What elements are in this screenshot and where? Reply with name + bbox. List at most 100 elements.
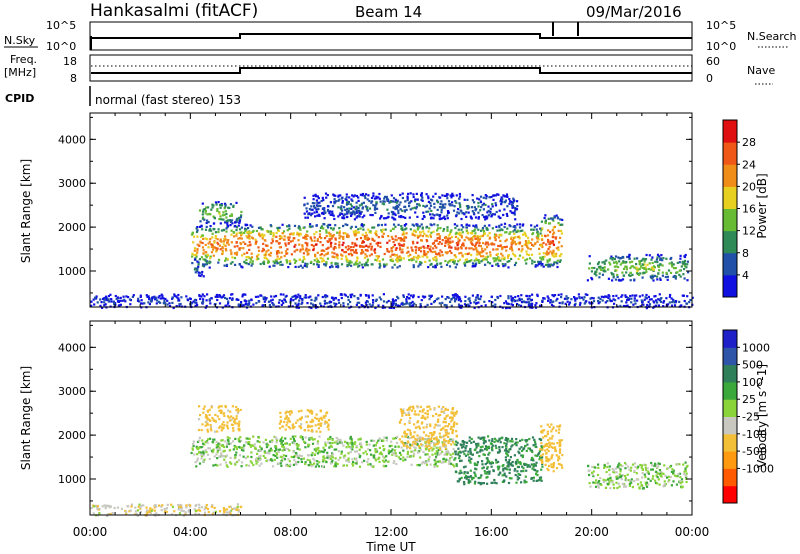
echo-cell bbox=[547, 259, 551, 262]
echo-cell bbox=[213, 455, 216, 458]
echo-cell bbox=[277, 250, 280, 253]
echo-cell bbox=[278, 448, 281, 451]
echo-cell bbox=[296, 455, 299, 458]
echo-cell bbox=[405, 300, 408, 303]
echo-cell bbox=[347, 235, 350, 239]
echo-cell bbox=[239, 228, 242, 231]
echo-cell bbox=[193, 268, 196, 271]
echo-cell bbox=[300, 416, 303, 419]
echo-cell bbox=[491, 242, 494, 245]
echo-cell bbox=[105, 298, 108, 302]
echo-cell bbox=[455, 410, 458, 413]
echo-cell bbox=[346, 441, 349, 444]
echo-cell bbox=[203, 443, 206, 446]
echo-cell bbox=[320, 199, 323, 203]
echo-cell bbox=[346, 215, 349, 219]
echo-cell bbox=[112, 301, 116, 304]
echo-cell bbox=[547, 263, 550, 266]
echo-cell bbox=[330, 237, 333, 240]
echo-cell bbox=[234, 263, 237, 266]
echo-cell bbox=[619, 257, 622, 260]
echo-cell bbox=[480, 235, 483, 238]
echo-cell bbox=[517, 472, 520, 476]
echo-cell bbox=[670, 297, 673, 300]
echo-cell bbox=[530, 298, 533, 301]
echo-cell bbox=[287, 458, 290, 461]
echo-cell bbox=[534, 443, 537, 446]
echo-cell bbox=[436, 438, 439, 441]
echo-cell bbox=[288, 460, 291, 463]
echo-cell bbox=[201, 228, 204, 231]
echo-cell bbox=[371, 238, 374, 241]
echo-cell bbox=[139, 295, 142, 298]
echo-cell bbox=[603, 260, 606, 263]
echo-cell bbox=[374, 448, 377, 451]
echo-cell bbox=[515, 243, 518, 246]
echo-cell bbox=[606, 300, 609, 303]
echo-cell bbox=[667, 269, 671, 272]
echo-cell bbox=[502, 194, 505, 197]
echo-cell bbox=[550, 241, 553, 244]
echo-cell bbox=[220, 444, 223, 447]
echo-cell bbox=[206, 441, 209, 444]
echo-cell bbox=[482, 242, 485, 245]
echo-cell bbox=[638, 260, 641, 263]
echo-cell bbox=[438, 447, 442, 450]
echo-cell bbox=[399, 237, 402, 240]
echo-cell bbox=[602, 296, 605, 299]
echo-cell bbox=[227, 409, 230, 412]
echo-cell bbox=[249, 231, 253, 234]
echo-cell bbox=[209, 229, 213, 232]
echo-cell bbox=[510, 303, 513, 306]
echo-cell bbox=[355, 303, 358, 306]
echo-cell bbox=[238, 429, 241, 432]
echo-cell bbox=[359, 245, 362, 248]
echo-cell bbox=[365, 263, 368, 266]
echo-cell bbox=[224, 238, 227, 241]
echo-cell bbox=[234, 221, 237, 224]
echo-cell bbox=[407, 255, 410, 258]
echo-cell bbox=[412, 264, 415, 267]
echo-cell bbox=[229, 456, 232, 459]
echo-cell bbox=[357, 196, 360, 199]
echo-cell bbox=[427, 245, 430, 248]
echo-cell bbox=[588, 267, 591, 270]
echo-cell bbox=[334, 194, 337, 197]
echo-cell bbox=[494, 259, 497, 262]
echo-cell bbox=[355, 201, 358, 204]
echo-cell bbox=[478, 238, 481, 241]
echo-cell bbox=[437, 449, 440, 452]
echo-cell bbox=[215, 293, 218, 297]
echo-cell bbox=[341, 209, 344, 212]
echo-cell bbox=[201, 246, 204, 249]
echo-cell bbox=[444, 241, 447, 245]
echo-cell bbox=[214, 237, 217, 240]
echo-cell bbox=[510, 298, 513, 301]
echo-cell bbox=[318, 451, 321, 454]
echo-cell bbox=[456, 244, 459, 247]
echo-cell bbox=[381, 459, 385, 462]
echo-cell bbox=[535, 236, 538, 239]
echo-cell bbox=[239, 231, 242, 234]
echo-cell bbox=[416, 198, 419, 201]
echo-cell bbox=[485, 252, 488, 255]
echo-cell bbox=[458, 192, 461, 196]
echo-cell bbox=[536, 233, 540, 236]
echo-cell bbox=[444, 259, 447, 263]
power-colorbar-tick-label: 20 bbox=[742, 180, 756, 193]
echo-cell bbox=[453, 205, 456, 208]
echo-cell bbox=[319, 241, 322, 244]
echo-cell bbox=[290, 411, 293, 414]
echo-cell bbox=[223, 202, 227, 205]
echo-cell bbox=[219, 238, 222, 241]
echo-cell bbox=[317, 197, 320, 200]
echo-cell bbox=[300, 423, 303, 426]
echo-cell bbox=[223, 449, 226, 452]
echo-cell bbox=[503, 449, 507, 452]
echo-cell bbox=[427, 210, 430, 213]
echo-cell bbox=[451, 204, 454, 207]
echo-cell bbox=[390, 249, 393, 252]
echo-cell bbox=[250, 461, 253, 464]
echo-cell bbox=[394, 303, 397, 306]
echo-cell bbox=[191, 448, 194, 451]
